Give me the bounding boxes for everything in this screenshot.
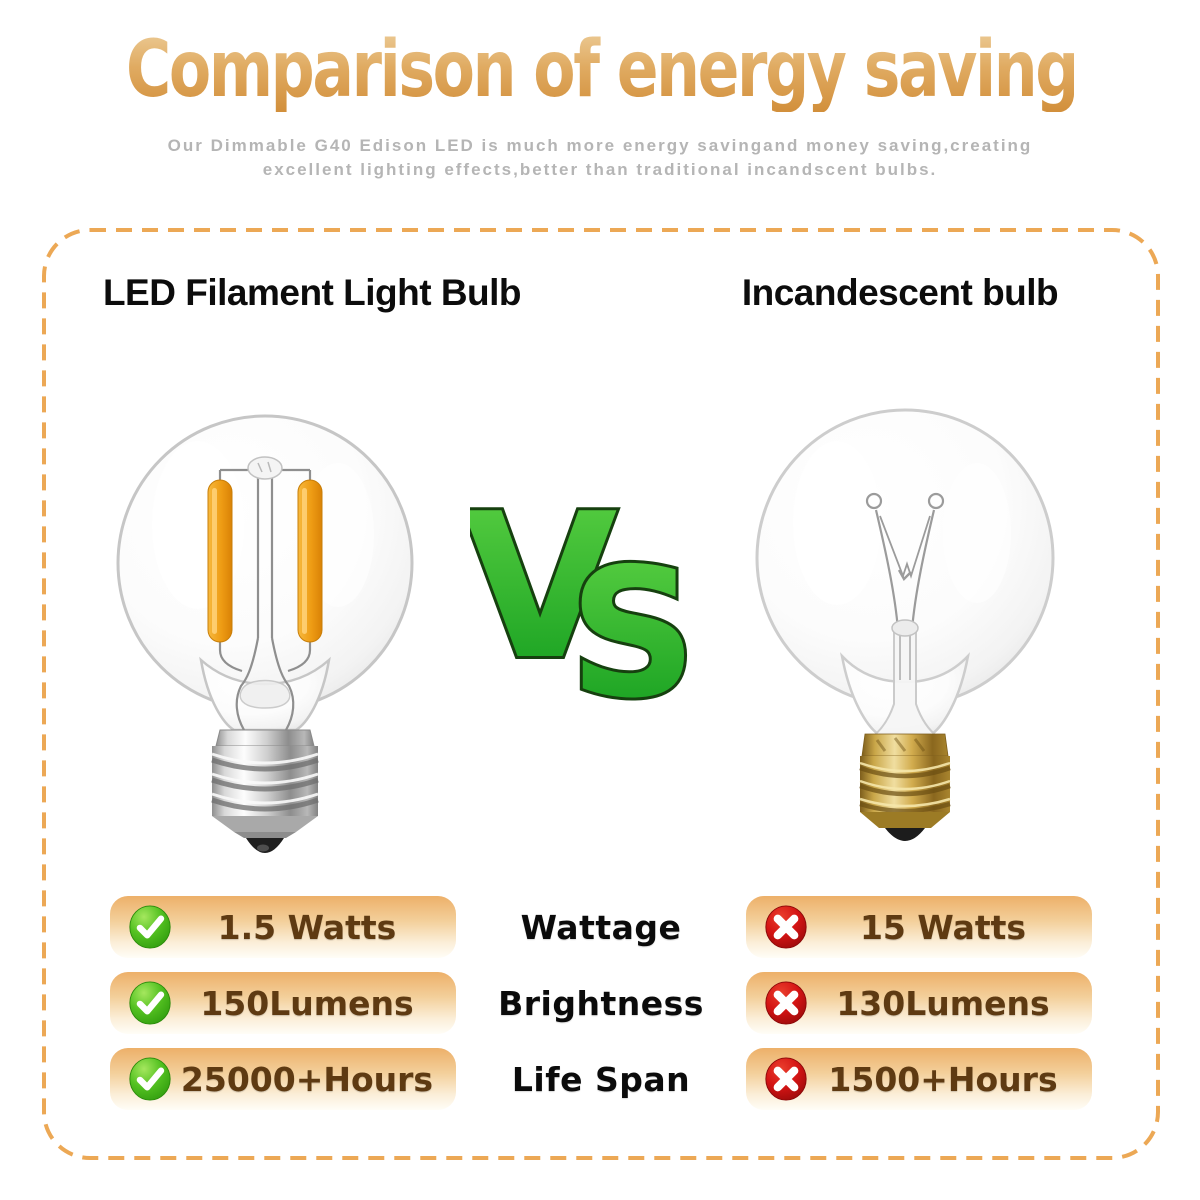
attribute-label: Brightness [498, 983, 704, 1023]
subtitle-line-1: Our Dimmable G40 Edison LED is much more… [167, 136, 1033, 155]
incandescent-brass-base [859, 733, 951, 841]
heading-led-bulb: LED Filament Light Bulb [102, 272, 522, 313]
led-support-wires [218, 468, 312, 731]
led-value-pill: 150Lumens [110, 972, 456, 1034]
comparison-row: 1.5 Watts Wattage 15 Watts [110, 896, 1092, 958]
heading-incandescent-bulb: Incandescent bulb [741, 272, 1059, 313]
led-filament-rods [207, 479, 323, 643]
incandescent-value-pill: 15 Watts [746, 896, 1092, 958]
dashed-border [42, 228, 1160, 1160]
comparison-panel: LED Filament Light Bulb Incandescent bul… [42, 228, 1160, 1160]
vs-letter-v: V [470, 490, 617, 704]
cross-icon [765, 981, 807, 1025]
comparison-row: 150Lumens Brightness 130Lumens [110, 972, 1092, 1034]
attribute-label: Wattage [520, 907, 682, 947]
comparison-rows: 1.5 Watts Wattage 15 Watts [110, 896, 1092, 1110]
incandescent-value-pill: 130Lumens [746, 972, 1092, 1034]
incandescent-value-text: 130Lumens [836, 983, 1050, 1023]
led-bulb-image [116, 414, 414, 853]
incandescent-value-pill: 1500+Hours [746, 1048, 1092, 1110]
check-icon [129, 1057, 171, 1101]
vs-badge: V S [470, 490, 700, 705]
vs-letter-s: S [569, 530, 697, 705]
page-subtitle: Our Dimmable G40 Edison LED is much more… [0, 134, 1200, 182]
page-title: Comparison of energy saving [126, 25, 1079, 115]
subtitle-line-2: excellent lighting effects,better than t… [262, 160, 938, 179]
incandescent-value-text: 15 Watts [859, 907, 1027, 947]
check-icon [129, 981, 171, 1025]
cross-icon [765, 905, 807, 949]
check-icon [129, 905, 171, 949]
led-value-pill: 1.5 Watts [110, 896, 456, 958]
incandescent-bulb-image [755, 408, 1055, 841]
incandescent-value-text: 1500+Hours [828, 1059, 1058, 1099]
led-value-pill: 25000+Hours [110, 1048, 456, 1110]
incandescent-filament [865, 492, 945, 680]
cross-icon [765, 1057, 807, 1101]
comparison-row: 25000+Hours Life Span 1500+Hours [110, 1048, 1092, 1110]
attribute-label: Life Span [511, 1059, 691, 1099]
led-value-text: 150Lumens [200, 983, 414, 1023]
led-value-text: 1.5 Watts [217, 907, 397, 947]
led-screw-base [211, 729, 319, 853]
led-value-text: 25000+Hours [180, 1059, 434, 1099]
